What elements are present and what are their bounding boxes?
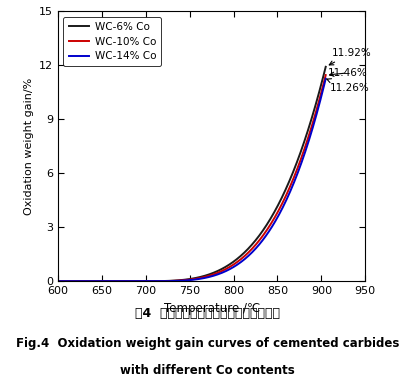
WC-14% Co	[275, 215, 280, 220]
Text: 11.92%: 11.92%	[329, 48, 371, 65]
WC-10% Co	[215, 271, 220, 275]
WC-6% Co	[323, 65, 328, 69]
Text: with different Co contents: with different Co contents	[120, 364, 295, 377]
Text: Fig.4  Oxidation weight gain curves of cemented carbides: Fig.4 Oxidation weight gain curves of ce…	[16, 337, 399, 350]
WC-14% Co	[56, 279, 61, 283]
Line: WC-6% Co: WC-6% Co	[58, 67, 326, 281]
WC-14% Co	[215, 272, 220, 277]
WC-14% Co	[323, 76, 328, 81]
WC-6% Co	[183, 277, 188, 282]
Legend: WC-6% Co, WC-10% Co, WC-14% Co: WC-6% Co, WC-10% Co, WC-14% Co	[63, 17, 161, 66]
WC-10% Co	[200, 275, 205, 280]
Line: WC-14% Co: WC-14% Co	[58, 79, 326, 281]
WC-6% Co	[275, 204, 280, 209]
WC-14% Co	[200, 276, 205, 280]
WC-6% Co	[56, 279, 61, 283]
WC-10% Co	[323, 73, 328, 78]
WC-6% Co	[184, 277, 189, 282]
WC-14% Co	[184, 278, 189, 283]
Line: WC-10% Co: WC-10% Co	[58, 75, 326, 281]
WC-14% Co	[183, 278, 188, 283]
WC-10% Co	[275, 210, 280, 215]
WC-6% Co	[200, 274, 205, 279]
WC-10% Co	[184, 278, 189, 282]
WC-10% Co	[317, 98, 322, 102]
WC-14% Co	[317, 102, 322, 106]
X-axis label: Temperature /℃: Temperature /℃	[164, 302, 260, 315]
Text: 11.26%: 11.26%	[327, 79, 370, 93]
Text: 图4  不同钴含量硬质合金的氧化增质曲线: 图4 不同钴含量硬质合金的氧化增质曲线	[135, 307, 280, 320]
WC-10% Co	[56, 279, 61, 283]
WC-10% Co	[183, 278, 188, 282]
Y-axis label: Oxidation weight gain/%: Oxidation weight gain/%	[24, 78, 34, 215]
Text: 11.46%: 11.46%	[327, 68, 367, 78]
WC-6% Co	[317, 89, 322, 94]
WC-6% Co	[215, 269, 220, 273]
